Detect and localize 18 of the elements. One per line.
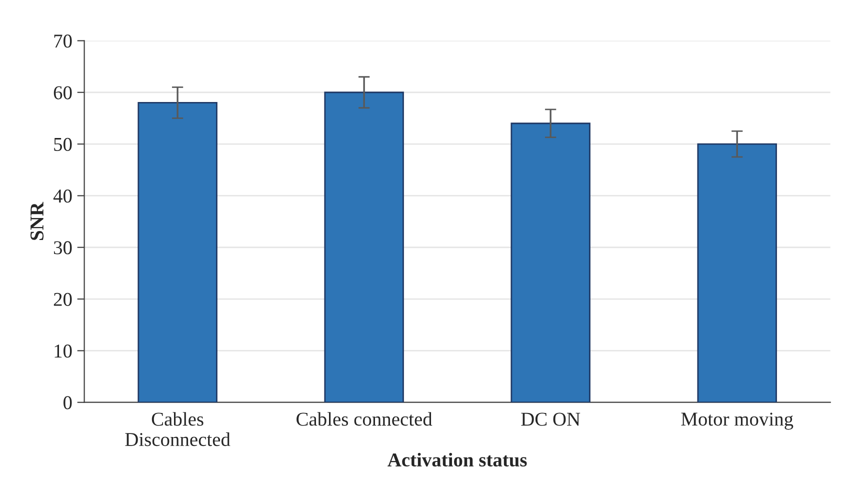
y-tick-label: 60 [54,86,72,100]
bar [697,143,777,402]
x-axis-title: Activation status [388,452,527,467]
bar [324,92,404,402]
y-tick-label: 40 [53,190,72,203]
y-tick-label: 10 [54,344,72,358]
bar [510,122,590,402]
y-tick-label: 20 [54,292,72,306]
x-tick-label: Cables connected [296,412,432,426]
x-tick-label: Cables Disconnected [125,412,230,446]
y-tick-label: 50 [54,138,72,151]
y-tick-label: 30 [54,241,72,254]
bar [138,102,218,402]
x-tick-label: Motor moving [681,412,794,430]
y-tick-label: 70 [54,34,72,48]
y-axis-title: SNR [30,202,44,240]
x-tick-label: DC ON [521,412,580,426]
y-tick-label: 0 [64,396,72,410]
